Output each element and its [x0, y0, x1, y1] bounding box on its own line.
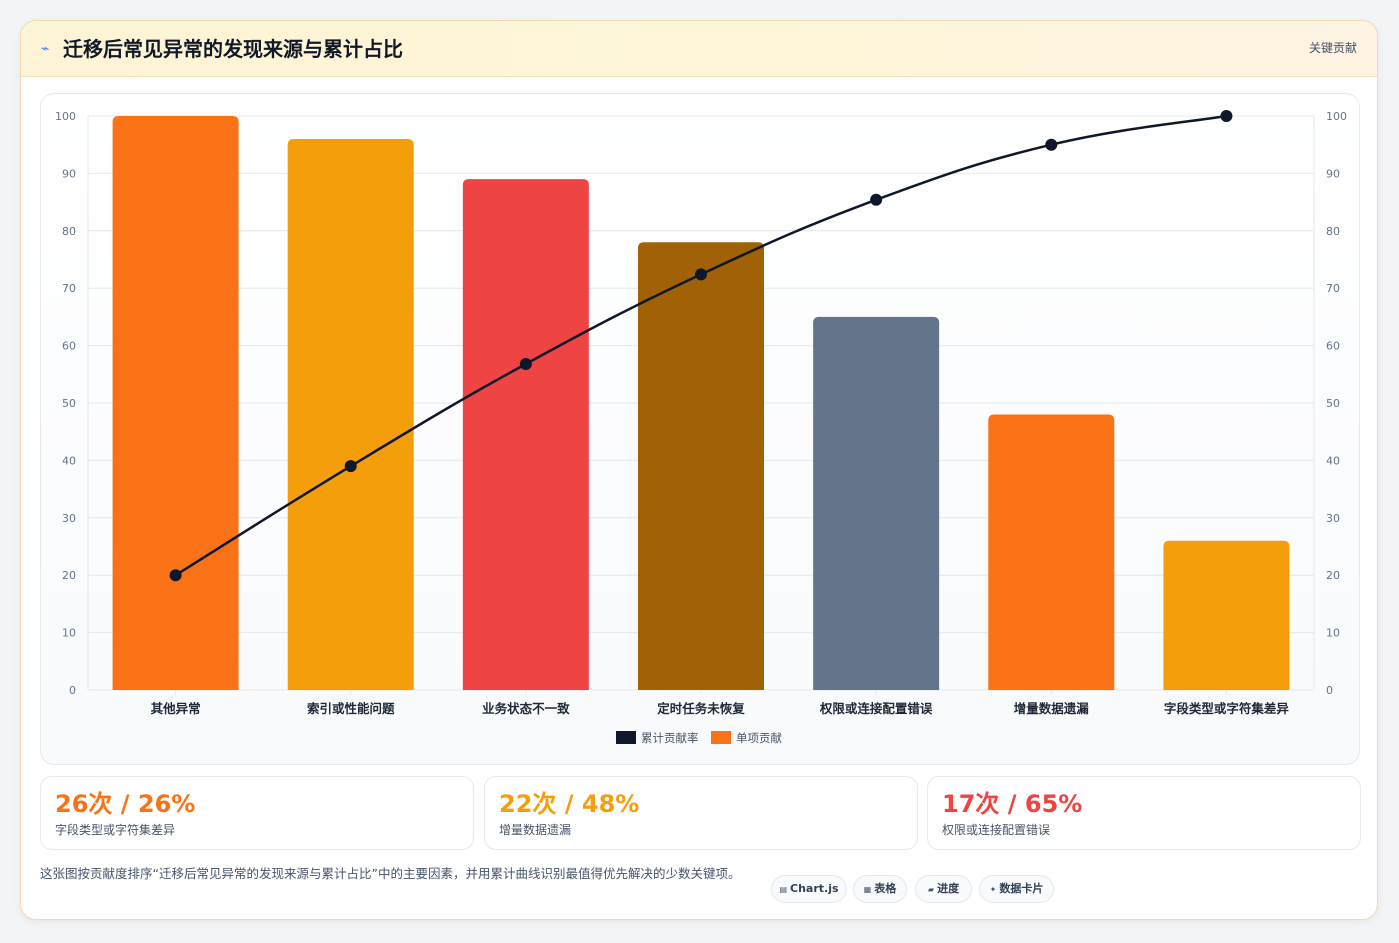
- y-tick-label-left: 60: [62, 340, 76, 353]
- y-tick-label-right: 60: [1326, 340, 1340, 353]
- kpi-label: 字段类型或字符集差异: [55, 823, 176, 837]
- y-tick-label-right: 100: [1326, 110, 1347, 123]
- kpi-value: 26次 / 26%: [55, 790, 196, 818]
- chip-data-card[interactable]: ✦ 数据卡片: [979, 875, 1054, 903]
- bar: [287, 138, 414, 691]
- x-tick-label: 其他异常: [151, 701, 201, 716]
- y-tick-label-right: 30: [1326, 512, 1340, 525]
- kpi-card-1: 26次 / 26% 字段类型或字符集差异: [40, 776, 474, 850]
- y-tick-label-right: 50: [1326, 397, 1340, 410]
- legend-swatch: [711, 731, 731, 744]
- y-tick-label-left: 30: [62, 512, 76, 525]
- y-tick-label-right: 40: [1326, 454, 1340, 467]
- kpi-label: 权限或连接配置错误: [942, 823, 1051, 837]
- y-tick-label-left: 10: [62, 627, 76, 640]
- chip-label: 进度: [937, 882, 960, 895]
- kpi-label: 增量数据遗漏: [499, 823, 572, 837]
- legend-label: 单项贡献: [736, 731, 782, 745]
- chip-progress[interactable]: ▰ 进度: [915, 875, 972, 903]
- bar: [112, 116, 239, 690]
- y-tick-label-right: 10: [1326, 627, 1340, 640]
- chip-label: 表格: [874, 882, 897, 895]
- progress-icon: ▰: [927, 885, 935, 894]
- x-tick-label: 索引或性能问题: [307, 701, 395, 716]
- kpi-value: 22次 / 48%: [499, 790, 640, 818]
- y-tick-label-left: 70: [62, 282, 76, 295]
- x-tick-label: 字段类型或字符集差异: [1164, 701, 1290, 716]
- cumulative-point: [1220, 110, 1233, 122]
- y-tick-label-left: 20: [62, 569, 76, 582]
- kpi-card-2: 22次 / 48% 增量数据遗漏: [484, 776, 918, 850]
- bar: [462, 179, 589, 690]
- kpi-card-3: 17次 / 65% 权限或连接配置错误: [927, 776, 1361, 850]
- cumulative-point: [1045, 138, 1058, 151]
- legend-label: 累计贡献率: [641, 731, 699, 745]
- y-tick-label-left: 90: [62, 167, 76, 180]
- chip-chartjs[interactable]: ▤ Chart.js: [771, 875, 847, 903]
- chart-icon: ▤: [779, 885, 788, 894]
- bar: [988, 414, 1115, 690]
- sparkle-icon: ✦: [989, 885, 997, 894]
- table-icon: ▦: [863, 885, 872, 894]
- pareto-chart: 0 0 10 10 20 20 30 30 40 40 50 50 60 60 70 70 80 80 90 90 10…: [55, 110, 1347, 745]
- legend-swatch: [616, 731, 636, 744]
- chart-card: ⌁ 迁移后常见异常的发现来源与累计占比 关键贡献 0 0 10 10 20 20 30 30 4…: [20, 20, 1378, 920]
- chip-label: 数据卡片: [999, 882, 1044, 895]
- y-tick-label-left: 100: [55, 110, 76, 123]
- kpi-value: 17次 / 65%: [942, 790, 1083, 818]
- lightning-icon: ⌁: [41, 41, 50, 57]
- pareto-chart-panel: 0 0 10 10 20 20 30 30 40 40 50 50 60 60 70 70 80 80 90 90 10…: [40, 93, 1360, 765]
- header-right-label[interactable]: 关键贡献: [1308, 41, 1357, 55]
- y-tick-label-right: 70: [1326, 282, 1340, 295]
- cumulative-point: [344, 460, 357, 473]
- cumulative-point: [695, 268, 707, 281]
- y-tick-label-left: 50: [62, 397, 76, 410]
- cumulative-point: [169, 569, 182, 582]
- x-tick-label: 定时任务未恢复: [656, 701, 745, 716]
- chart-description: 这张图按贡献度排序“迁移后常见异常的发现来源与累计占比”中的主要因素，并用累计曲…: [40, 866, 741, 881]
- bar: [813, 316, 940, 690]
- bar: [1163, 540, 1290, 690]
- cumulative-point: [519, 357, 532, 370]
- x-tick-label: 增量数据遗漏: [1014, 701, 1090, 716]
- card-header: ⌁ 迁移后常见异常的发现来源与累计占比 关键贡献: [21, 21, 1377, 77]
- x-tick-label: 权限或连接配置错误: [819, 701, 933, 716]
- chip-table[interactable]: ▦ 表格: [853, 875, 907, 903]
- y-tick-label-right: 20: [1326, 569, 1340, 582]
- y-tick-label-left: 0: [69, 684, 76, 697]
- chip-label: Chart.js: [790, 882, 839, 895]
- x-tick-label: 业务状态不一致: [482, 701, 570, 716]
- y-tick-label-right: 0: [1326, 684, 1333, 697]
- cumulative-point: [870, 193, 883, 206]
- y-tick-label-left: 40: [62, 454, 76, 467]
- page-title: 迁移后常见异常的发现来源与累计占比: [63, 37, 403, 61]
- bar: [638, 242, 764, 690]
- y-tick-label-left: 80: [62, 225, 76, 238]
- y-tick-label-right: 90: [1326, 167, 1340, 180]
- y-tick-label-right: 80: [1326, 225, 1340, 238]
